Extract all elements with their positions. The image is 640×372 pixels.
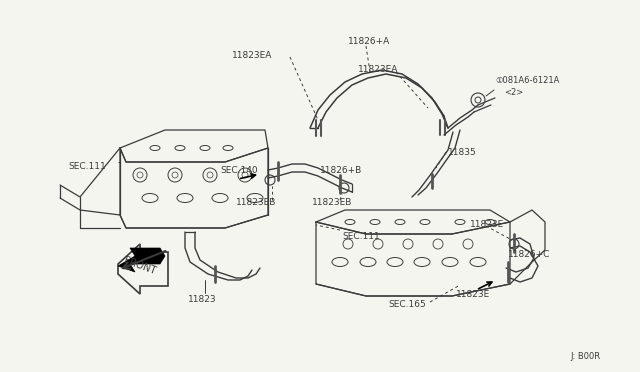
Text: 11823EA: 11823EA: [358, 65, 398, 74]
Text: SEC.111: SEC.111: [342, 232, 380, 241]
Text: FRONT: FRONT: [122, 255, 157, 276]
Text: 11823EB: 11823EB: [312, 198, 353, 207]
Text: ①081A6-6121A: ①081A6-6121A: [495, 76, 559, 85]
Text: 11823EB: 11823EB: [236, 198, 276, 207]
Polygon shape: [118, 248, 165, 272]
Text: 11835: 11835: [448, 148, 477, 157]
Text: J: B00R: J: B00R: [570, 352, 600, 361]
Text: 11823EA: 11823EA: [232, 51, 273, 60]
Text: SEC.165: SEC.165: [388, 300, 426, 309]
Text: 11826+A: 11826+A: [348, 37, 390, 46]
Text: 11826+C: 11826+C: [508, 250, 550, 259]
Text: SEC.111: SEC.111: [68, 162, 106, 171]
Text: 11823: 11823: [188, 295, 216, 304]
Text: 11823E: 11823E: [470, 220, 504, 229]
Text: SEC.140: SEC.140: [220, 166, 258, 175]
Text: <2>: <2>: [504, 88, 524, 97]
Text: 11823E: 11823E: [456, 290, 490, 299]
Text: 11826+B: 11826+B: [320, 166, 362, 175]
